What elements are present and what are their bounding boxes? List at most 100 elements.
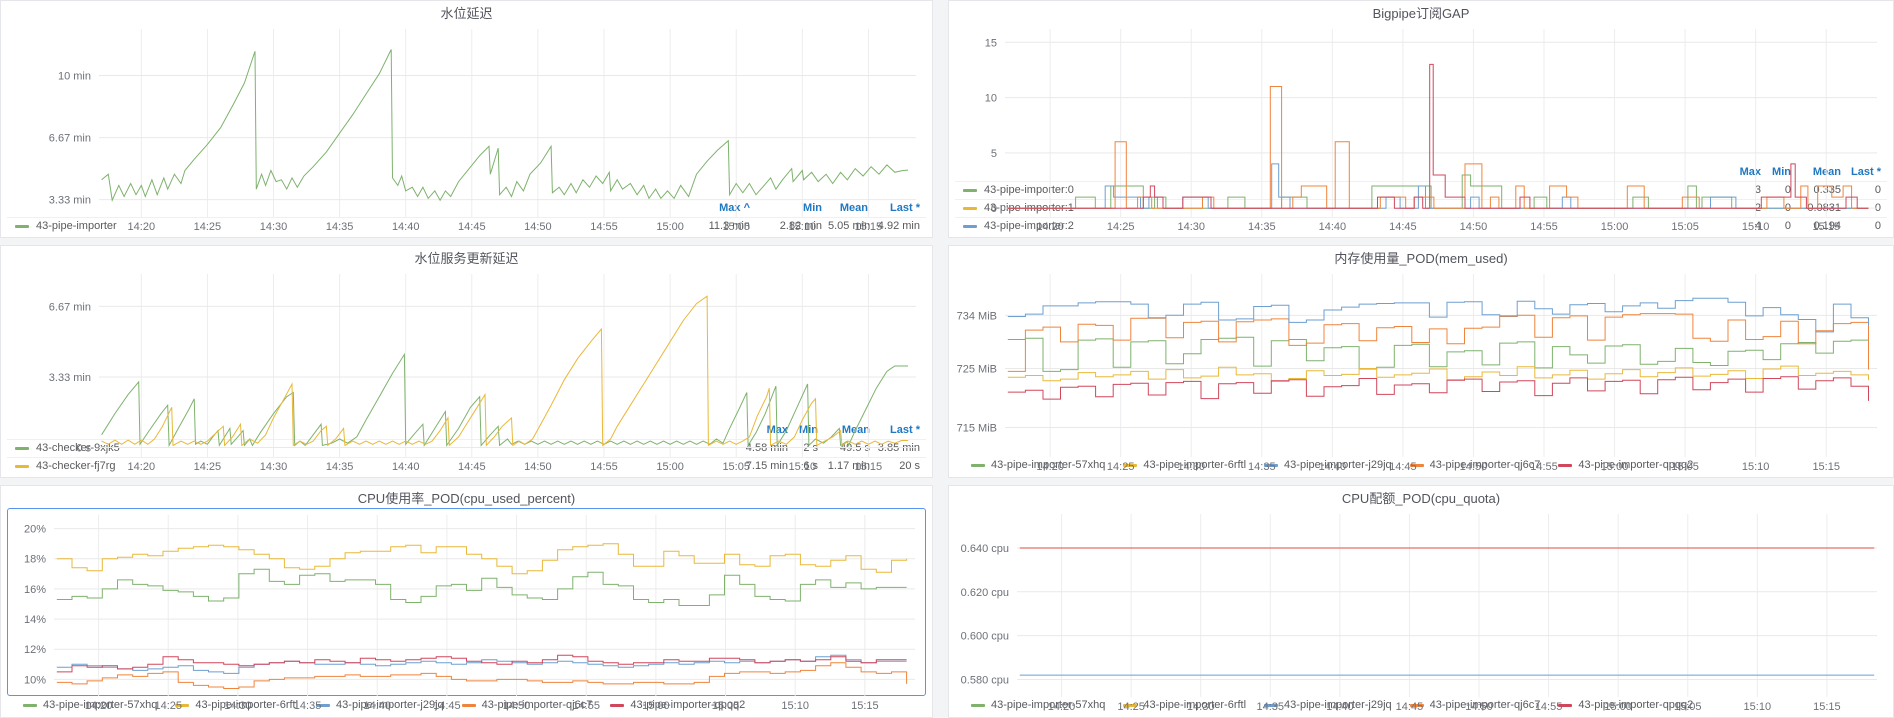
y-tick-label: 3.33 min bbox=[49, 195, 91, 207]
y-tick-label: 10 min bbox=[58, 71, 91, 83]
x-tick-label: 14:50 bbox=[1460, 221, 1488, 233]
panel-title[interactable]: CPU使用率_POD(cpu_used_percent) bbox=[357, 491, 576, 506]
legend-series-toggle[interactable]: 43-pipe-importer-6rftl bbox=[1123, 458, 1246, 473]
legend-series-toggle[interactable]: 43-checker-9xjk5 bbox=[7, 440, 714, 457]
legend-series-toggle[interactable]: 43-pipe-importer-j29jq bbox=[316, 698, 444, 713]
legend-series-name: 43-pipe-importer-57xhq bbox=[991, 699, 1106, 711]
legend-stat-value: 7.15 min bbox=[745, 460, 788, 472]
legend-stat-value: 3.85 min bbox=[877, 442, 920, 454]
series-line-43-pipe-importer-6rftl bbox=[1007, 365, 1869, 382]
legend-header-row: Max Min Mean Last * bbox=[7, 422, 926, 439]
x-tick-label: 14:50 bbox=[524, 461, 552, 473]
legend-series-toggle[interactable]: 43-pipe-importer-j29jq bbox=[1264, 458, 1392, 473]
x-tick-label: 14:55 bbox=[590, 461, 618, 473]
x-tick-label: 15:05 bbox=[722, 221, 750, 233]
legend-series-name: 43-pipe-importer-57xhq bbox=[43, 699, 158, 711]
chart-canvas[interactable]: 14:20 14:25 14:30 14:35 14:40 14:45 14:50 14:55… bbox=[955, 23, 1887, 233]
series-color-dash-icon bbox=[1409, 464, 1424, 467]
legend-stat-value: 11.3 min bbox=[708, 220, 750, 232]
series-line-43-pipe-importer-57xhq bbox=[56, 568, 907, 606]
x-tick-label: 14:45 bbox=[458, 221, 486, 233]
series-line-43-pipe-importer:1 bbox=[1007, 86, 1869, 209]
x-tick-label: 14:50 bbox=[1465, 701, 1493, 713]
legend-series-toggle[interactable]: 43-pipe-importer-qj6c7 bbox=[461, 698, 592, 713]
panel-water-level-delay: 水位延迟 14:20 14:25 14:30 14:35 14:40 14:45 14:50… bbox=[0, 0, 933, 238]
x-tick-label: 14:35 bbox=[1248, 461, 1276, 473]
legend-series-row: 43-pipe-importer:0 3 0 0.335 0 bbox=[955, 181, 1887, 199]
legend-series-name: 43-pipe-importer-j29jq bbox=[336, 699, 444, 711]
x-tick-label: 14:20 bbox=[128, 221, 156, 233]
legend-series-toggle[interactable]: 43-pipe-importer-j29jq bbox=[1264, 698, 1392, 713]
y-tick-label: 734 MiB bbox=[957, 310, 997, 322]
series-line-43-pipe-importer-57xhq bbox=[1007, 336, 1869, 372]
legend-series-name: 43-pipe-importer-qj6c7 bbox=[1429, 699, 1541, 711]
legend-sort-header[interactable]: Last * bbox=[890, 424, 920, 436]
legend-series-toggle[interactable]: 43-pipe-importer-qj6c7 bbox=[1409, 458, 1540, 473]
chart-canvas[interactable]: 14:20 14:25 14:30 14:35 14:40 14:45 14:50 14:55… bbox=[7, 23, 926, 233]
chart-canvas[interactable]: 14:20 14:25 14:30 14:35 14:40 14:45 14:50 14:55… bbox=[7, 508, 926, 712]
y-tick-label: 0 bbox=[991, 203, 997, 215]
x-tick-label: 15:15 bbox=[855, 461, 883, 473]
series-line-43-pipe-importer bbox=[101, 49, 909, 202]
legend-sort-header[interactable]: Last * bbox=[1851, 166, 1881, 178]
legend-sort-header[interactable]: Min bbox=[1772, 166, 1791, 178]
legend-series-toggle[interactable]: 43-pipe-importer-57xhq bbox=[971, 698, 1105, 713]
legend-series-toggle[interactable]: 43-pipe-importer-qpqq2 bbox=[1558, 458, 1693, 473]
legend-series-name: 43-pipe-importer-qpqq2 bbox=[630, 699, 746, 711]
legend-sort-header[interactable]: Mean bbox=[1812, 166, 1841, 178]
x-tick-label: 14:50 bbox=[503, 700, 531, 712]
legend-stat-value: 0 bbox=[1874, 184, 1881, 196]
legend-header-row: Max ^ Min Mean Last * bbox=[7, 200, 926, 217]
y-tick-label: 3.33 min bbox=[49, 372, 91, 384]
legend-stat-value: 6 s bbox=[803, 460, 818, 472]
legend-series-toggle[interactable]: 43-pipe-importer-6rftl bbox=[1123, 698, 1246, 713]
chart-canvas[interactable]: 14:20 14:25 14:30 14:35 14:40 14:45 14:50 14:55… bbox=[955, 268, 1887, 473]
legend-series-toggle[interactable]: 43-pipe-importer-6rftl bbox=[175, 698, 298, 713]
legend-sort-header[interactable]: Min bbox=[803, 202, 822, 214]
legend-series-toggle[interactable]: 43-pipe-importer-57xhq bbox=[971, 458, 1105, 473]
legend-sort-header[interactable]: Max ^ bbox=[719, 202, 750, 214]
x-tick-label: 14:45 bbox=[1389, 461, 1417, 473]
panel-title[interactable]: 内存使用量_POD(mem_used) bbox=[1334, 251, 1508, 266]
legend-series-toggle[interactable]: 43-pipe-importer:2 bbox=[955, 218, 1697, 235]
panel-bigpipe-subscribe-gap: Bigpipe订阅GAP 14:20 14:25 14:30 14:35 14:40 14… bbox=[948, 0, 1894, 238]
chart-canvas[interactable]: 14:20 14:25 14:30 14:35 14:40 14:45 14:50 14:55… bbox=[955, 508, 1887, 713]
chart-canvas[interactable]: 14:20 14:25 14:30 14:35 14:40 14:45 14:50 14:55… bbox=[7, 268, 926, 473]
series-color-dash-icon bbox=[1123, 704, 1138, 707]
legend: 43-pipe-importer-57xhq 43-pipe-importer-6… bbox=[955, 696, 1887, 715]
series-color-dash-icon bbox=[963, 207, 977, 210]
x-tick-label: 15:05 bbox=[1671, 221, 1699, 233]
panel-cpu-used-percent: CPU使用率_POD(cpu_used_percent) 14:20 14:25 1… bbox=[0, 485, 933, 718]
legend-series-name: 43-pipe-importer bbox=[36, 220, 117, 232]
y-tick-label: 12% bbox=[24, 644, 46, 656]
x-tick-label: 14:25 bbox=[194, 221, 222, 233]
series-color-dash-icon bbox=[15, 447, 29, 450]
y-tick-label: 0.600 cpu bbox=[961, 631, 1009, 643]
legend-series-toggle[interactable]: 43-checker-fj7rg bbox=[7, 458, 714, 475]
legend: Max Min Mean Last * 43-checker-9xjk5 4.58 min… bbox=[7, 422, 926, 475]
legend-series-toggle[interactable]: 43-pipe-importer bbox=[7, 218, 671, 235]
series-color-dash-icon bbox=[1558, 704, 1573, 707]
legend-sort-header[interactable]: Mean bbox=[839, 202, 868, 214]
x-tick-label: 15:15 bbox=[851, 700, 879, 712]
legend-series-toggle[interactable]: 43-pipe-importer:0 bbox=[955, 182, 1697, 199]
legend-series-toggle[interactable]: 43-pipe-importer-qj6c7 bbox=[1409, 698, 1541, 713]
legend-sort-header[interactable]: Last * bbox=[890, 202, 920, 214]
legend-stat-value: 1.17 min bbox=[827, 460, 870, 472]
legend-stat-value: 2.82 min bbox=[779, 220, 822, 232]
y-tick-label: 0.620 cpu bbox=[961, 587, 1009, 599]
x-tick-label: 15:10 bbox=[789, 221, 817, 233]
legend-series-toggle[interactable]: 43-pipe-importer-qpqq2 bbox=[1558, 698, 1693, 713]
panel-title[interactable]: CPU配额_POD(cpu_quota) bbox=[1341, 491, 1501, 506]
panel-title[interactable]: Bigpipe订阅GAP bbox=[1372, 6, 1470, 21]
panel-title[interactable]: 水位延迟 bbox=[440, 6, 493, 21]
panel-title[interactable]: 水位服务更新延迟 bbox=[414, 251, 519, 266]
x-tick-label: 15:05 bbox=[1674, 701, 1702, 713]
legend-series-toggle[interactable]: 43-pipe-importer-qpqq2 bbox=[610, 698, 745, 713]
legend-series-toggle[interactable]: 43-pipe-importer-57xhq bbox=[23, 698, 157, 713]
x-tick-label: 14:50 bbox=[524, 221, 552, 233]
x-tick-label: 15:00 bbox=[656, 221, 684, 233]
y-tick-label: 0.580 cpu bbox=[961, 674, 1009, 686]
y-tick-label: 10% bbox=[24, 674, 46, 686]
